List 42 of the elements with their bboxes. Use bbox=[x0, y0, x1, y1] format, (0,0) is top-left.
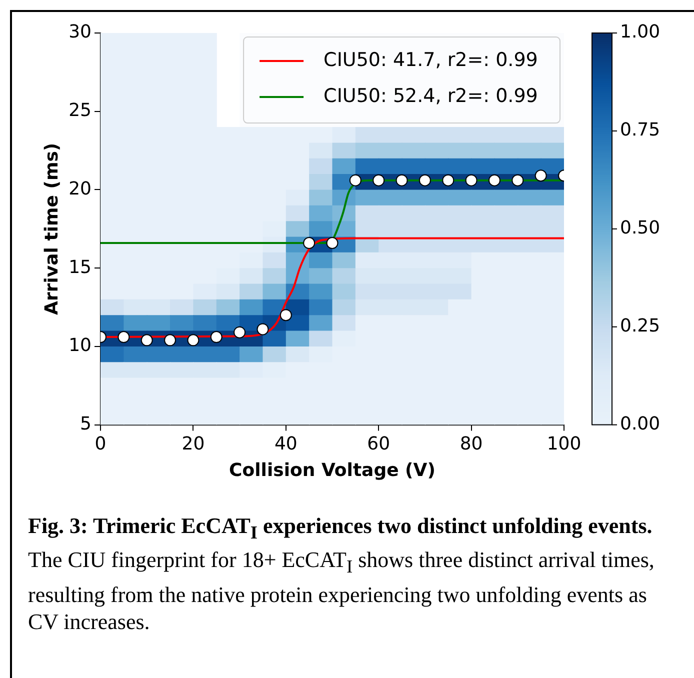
y-tick-label: 20 bbox=[68, 178, 92, 200]
point bbox=[234, 326, 246, 338]
x-tick-label: 100 bbox=[546, 433, 582, 454]
point bbox=[534, 170, 547, 182]
point bbox=[280, 309, 292, 322]
x-tick-label: 0 bbox=[94, 433, 106, 454]
x-axis-title: Collision Voltage (V) bbox=[229, 460, 436, 481]
color-bar-label: 0.75 bbox=[620, 120, 660, 141]
x-tick-label: 40 bbox=[274, 433, 298, 454]
color-bar-label: 0.00 bbox=[620, 413, 660, 434]
x-tick-label: 60 bbox=[367, 433, 390, 454]
point bbox=[488, 174, 500, 186]
y-tick-label: 15 bbox=[68, 256, 92, 278]
point bbox=[372, 174, 385, 186]
x-tick-label: 20 bbox=[182, 433, 205, 454]
legend-label: CIU50: 52.4, r2=: 0.99 bbox=[324, 84, 538, 107]
point bbox=[256, 323, 269, 336]
y-tick-label: 25 bbox=[68, 100, 92, 122]
point bbox=[303, 237, 316, 250]
y-tick-label: 5 bbox=[80, 413, 92, 434]
x-tick-label: 80 bbox=[460, 433, 483, 454]
legend-label: CIU50: 41.7, r2=: 0.99 bbox=[324, 48, 538, 71]
point bbox=[465, 174, 478, 186]
color-bar-label: 0.25 bbox=[620, 316, 660, 337]
point bbox=[140, 334, 153, 346]
color-bar-label: 1.00 bbox=[620, 22, 660, 43]
point bbox=[326, 237, 338, 250]
text: The CIU fingerprint for 18+ EcCAT$_{I}$ shows three distinct arrival times, resulting from the native protein experiencing two unfolding events as CV increases. bbox=[28, 547, 654, 634]
point bbox=[442, 174, 454, 186]
point bbox=[118, 331, 130, 344]
point bbox=[349, 174, 362, 186]
y-tick-label: 10 bbox=[68, 335, 92, 356]
point bbox=[187, 334, 200, 346]
point bbox=[396, 174, 408, 186]
color-bar-label: 0.50 bbox=[620, 218, 660, 239]
y-axis-title: Arrival time (ms) bbox=[41, 142, 62, 315]
point bbox=[210, 331, 222, 344]
caption: Fig. 3: Trimeric EcCAT$_{I}$ experiences two distinct unfolding events. bbox=[28, 513, 652, 542]
y-tick-label: 30 bbox=[68, 22, 92, 43]
point bbox=[164, 334, 176, 346]
point bbox=[512, 174, 524, 186]
point bbox=[418, 174, 431, 186]
